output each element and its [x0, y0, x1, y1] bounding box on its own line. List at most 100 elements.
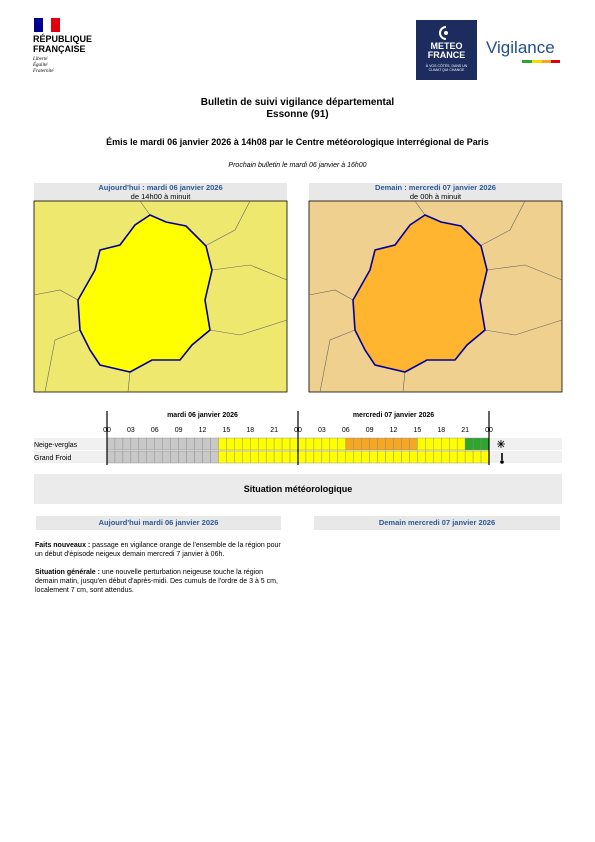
hour-cell: [186, 450, 195, 464]
hour-cell: [449, 450, 458, 464]
hour-cell: [377, 437, 386, 451]
hour-cell: [273, 437, 283, 451]
vigilance-bar: [522, 60, 560, 63]
hour-label: 18: [246, 427, 254, 434]
map-border: [486, 264, 563, 281]
hour-cell: [393, 450, 402, 464]
hour-cell: [226, 437, 235, 451]
hour-cell: [289, 437, 299, 451]
column-header: Aujourd'hui mardi 06 janvier 2026: [36, 516, 281, 530]
motto-word: Égalité: [33, 63, 48, 68]
hour-cell: [377, 450, 386, 464]
hour-cell: [361, 450, 370, 464]
hour-cell: [218, 437, 227, 451]
hour-cell: [273, 450, 283, 464]
hour-cell: [234, 450, 243, 464]
hour-cell: [297, 450, 307, 464]
day-label: mardi 06 janvier 2026: [167, 412, 238, 419]
hour-cell: [313, 437, 323, 451]
hour-cell: [170, 437, 179, 451]
day-label: mercredi 07 janvier 2026: [353, 412, 434, 419]
issued: Émis le mardi 06 janvier 2026 à 14h08 pa…: [106, 137, 489, 147]
hour-cell: [361, 437, 370, 451]
hour-label: 09: [175, 427, 183, 434]
hour-cell: [138, 437, 147, 451]
hour-cell: [345, 450, 354, 464]
department: [352, 214, 488, 373]
body: une nouvelle perturbation neigeuse touch…: [35, 569, 278, 594]
hour-label: 21: [270, 427, 278, 434]
lead: Faits nouveaux :: [35, 542, 91, 549]
hour-cell: [178, 437, 187, 451]
hour-cell: [433, 437, 442, 451]
hour-cell: [401, 450, 410, 464]
republic-name: RÉPUBLIQUE FRANÇAISE: [33, 34, 92, 54]
hour-cell: [122, 437, 132, 451]
row-label: Grand Froid: [34, 455, 71, 462]
hour-cell: [409, 450, 418, 464]
hour-cell: [122, 450, 132, 464]
map-border: [414, 200, 426, 216]
hour-cell: [321, 450, 331, 464]
motto: Liberté Égalité Fraternité: [33, 57, 54, 75]
meteo-line: METEO: [430, 41, 463, 51]
hour-cell: [210, 437, 219, 451]
meteo-logo: METEO FRANCE À VOS CÔTÉS, DANS UN CLIMAT…: [416, 20, 477, 80]
hour-cell: [242, 450, 251, 464]
hour-cell: [353, 437, 362, 451]
motto-word: Fraternité: [33, 69, 54, 74]
hour-cell: [162, 437, 171, 451]
hour-cell: [210, 450, 219, 464]
hour-cell: [409, 437, 418, 451]
hour-cell: [297, 437, 307, 451]
hour-cell: [425, 437, 434, 451]
body: passage en vigilance orange de l'ensembl…: [35, 542, 281, 558]
hour-cell: [234, 437, 243, 451]
hour-cell: [480, 437, 490, 451]
hour-cell: [154, 437, 163, 451]
paragraph: Situation générale : une nouvelle pertur…: [35, 568, 281, 595]
hour-cell: [146, 450, 155, 464]
lead: Situation générale :: [35, 569, 100, 576]
paragraph: Faits nouveaux : passage en vigilance or…: [35, 541, 281, 559]
map-header: Aujourd'hui : mardi 06 janvier 2026 de 1…: [34, 183, 287, 201]
hour-cell: [250, 450, 259, 464]
hour-cell: [154, 450, 163, 464]
hour-cell: [456, 450, 466, 464]
flag: [34, 18, 60, 32]
hour-cell: [202, 437, 211, 451]
row-label: Neige-verglas: [34, 442, 78, 449]
hour-cell: [305, 450, 315, 464]
hour-label: 03: [318, 427, 326, 434]
republic-line: FRANÇAISE: [33, 44, 86, 54]
hour-cell: [265, 450, 275, 464]
title-line: Bulletin de suivi vigilance départementa…: [200, 97, 395, 108]
hour-cell: [433, 450, 442, 464]
hour-cell: [289, 450, 299, 464]
snow-icon: [497, 440, 505, 448]
map-border: [308, 289, 354, 301]
situation-text: Faits nouveaux : passage en vigilance or…: [35, 541, 281, 595]
hour-cell: [345, 437, 354, 451]
map-border: [127, 371, 131, 393]
meteo-tagline: À VOS CÔTÉS, DANS UN CLIMAT QUI CHANGE: [425, 64, 468, 72]
map-period: de 14h00 à minuit: [130, 192, 191, 201]
hour-cell: [106, 437, 116, 451]
meteo-icon: [439, 26, 453, 40]
hour-cell: [385, 450, 394, 464]
hour-cell: [281, 437, 291, 451]
hour-label: 06: [151, 427, 159, 434]
map-border: [402, 371, 406, 393]
hour-cell: [321, 437, 331, 451]
hour-cell: [265, 437, 275, 451]
motto-word: Liberté: [33, 57, 48, 62]
hour-cell: [202, 450, 211, 464]
hour-label: 18: [437, 427, 445, 434]
thermometer-bulb: [500, 460, 504, 464]
map-border: [209, 319, 288, 336]
hour-cell: [226, 450, 235, 464]
hour-cell: [425, 450, 434, 464]
hour-cell: [393, 437, 402, 451]
hour-cell: [385, 437, 394, 451]
